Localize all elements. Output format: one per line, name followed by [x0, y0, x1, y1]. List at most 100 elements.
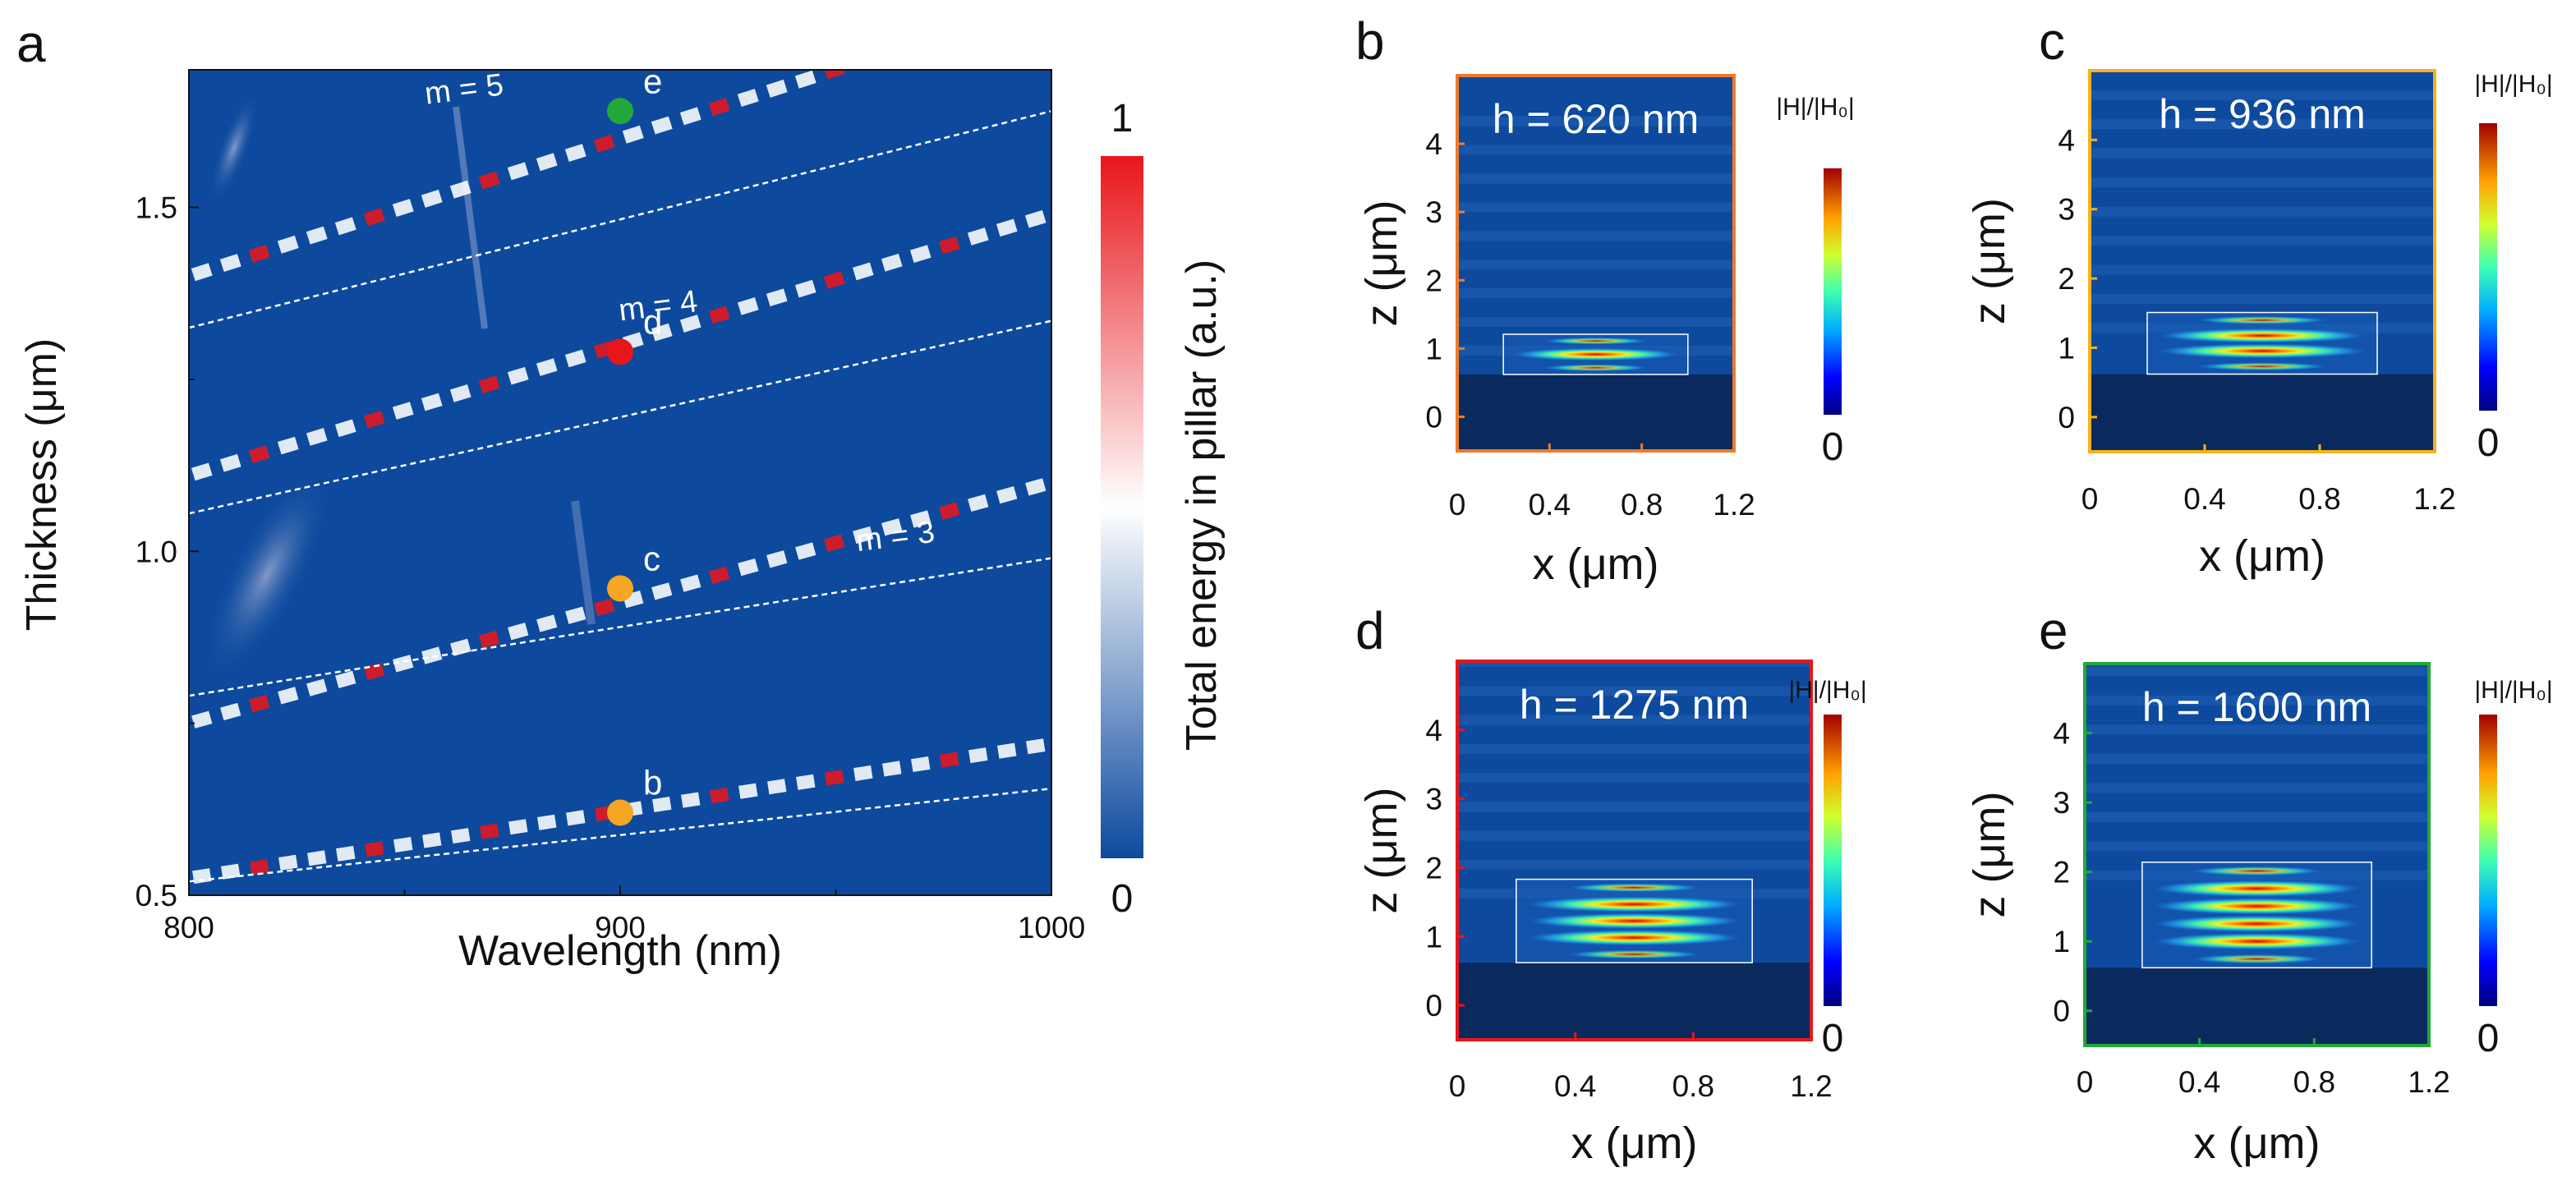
panel-letter-d: d	[1355, 601, 1385, 660]
mode-line-segment	[996, 486, 1018, 504]
field-fringe	[1457, 202, 1734, 213]
mode-line-segment	[737, 89, 759, 108]
y-tick-label: 2	[1425, 264, 1442, 297]
field-antinode	[1563, 949, 1705, 959]
mode-line-segment	[277, 436, 299, 455]
field-fringe	[2085, 783, 2429, 793]
mode-line-segment	[651, 582, 673, 600]
mode-line-segment	[997, 742, 1017, 759]
mode-line-segment	[537, 814, 557, 830]
field-fringe	[2090, 177, 2435, 188]
field-fringe	[1457, 260, 1734, 270]
pillar-outline	[2141, 862, 2372, 969]
colorbar-min-label: 0	[2477, 1017, 2500, 1060]
field-fringe	[1457, 116, 1734, 126]
mode-line-segment	[681, 792, 701, 808]
y-tick-label: 4	[1425, 714, 1442, 747]
mode-line-segment	[191, 462, 213, 481]
field-antinode	[1520, 912, 1748, 930]
mode-line-segment	[909, 245, 932, 263]
x-tick-label: 0	[2077, 1065, 2094, 1099]
colorbar-min-label: 0	[1822, 1017, 1844, 1060]
mode-line-segment	[796, 774, 816, 790]
operating-point-marker	[607, 98, 633, 125]
diffuse-mode-streak	[571, 500, 596, 625]
mode-line-segment	[421, 393, 443, 411]
y-tick-label: 4	[2058, 123, 2075, 157]
field-fringe	[2085, 666, 2429, 677]
mode-line-segment	[651, 116, 673, 135]
mode-line-segment	[738, 558, 759, 577]
panel-b-frame	[1456, 74, 1736, 453]
mode-line-segment	[766, 79, 788, 98]
x-tick-label: 0.8	[2293, 1065, 2335, 1099]
colorbar-min-label: 0	[1822, 425, 1844, 469]
mode-line-segment	[998, 12, 1015, 18]
operating-point-label: e	[643, 62, 662, 100]
mode-line-segment	[622, 125, 644, 144]
mode-line-segment	[508, 819, 528, 835]
field-map	[1457, 661, 1811, 1040]
field-antinode	[1540, 364, 1651, 372]
mode-line-segment	[248, 445, 270, 463]
mode-line-segment	[248, 244, 270, 263]
field-antinode	[1520, 929, 1748, 946]
x-tick-label: 0.8	[2298, 482, 2340, 516]
x-tick-label: 800	[163, 911, 214, 945]
field-fringe	[1457, 859, 1811, 870]
mode-line-segment	[651, 323, 673, 342]
mode-line-segment	[910, 510, 932, 528]
mode-line-segment	[277, 235, 299, 254]
mode-line-segment	[507, 162, 529, 181]
y-tick-label: 1	[1425, 332, 1442, 365]
mode-line-segment	[967, 228, 989, 246]
panel-e: e h = 1600 nm 0 0.4 0.8 1.2 0 1 2 3 4 x (μm) z (μm) |…	[1965, 601, 2553, 1168]
mode-line-segment	[795, 542, 816, 560]
field-fringe	[1457, 173, 1734, 184]
y-tick-label: 1.5	[136, 191, 177, 225]
mode-line-segment	[912, 40, 929, 46]
mode-line-segment	[1026, 738, 1046, 755]
field-fringe	[2085, 841, 2429, 852]
y-tick-label: 1	[1425, 920, 1442, 954]
substrate-region	[1457, 963, 1811, 1040]
operating-point-label: b	[643, 764, 662, 802]
panel-d: d h = 1275 nm 0 0.4 0.8 1.2 0 1 2 3 4 x (μm) z (μm) |…	[1355, 601, 1867, 1168]
mode-line-segment	[968, 747, 988, 764]
y-tick-label: 3	[1425, 783, 1442, 816]
mode-line-segment	[392, 402, 414, 420]
field-map	[1457, 116, 1734, 451]
panel-a-ylabel: Thickness (μm)	[18, 338, 66, 631]
mode-line-segment	[767, 779, 787, 795]
mode-line-segment	[365, 841, 384, 857]
field-fringe	[2090, 264, 2435, 275]
mode-line-segment	[191, 263, 213, 282]
field-fringe	[2085, 753, 2429, 764]
mode-line-segment	[709, 566, 730, 584]
diffuse-mode-blob	[204, 471, 330, 678]
mode-line-segment	[853, 526, 874, 545]
x-tick-label: 0	[1449, 488, 1466, 522]
mode-line-segment	[939, 502, 960, 520]
y-tick-label: 4	[1425, 127, 1442, 161]
cutoff-dashed-line	[189, 110, 1051, 329]
field-fringe	[1457, 686, 1811, 696]
mode-line-segment	[364, 662, 385, 681]
mode-line-segment	[249, 695, 270, 713]
panel-b: b h = 620 nm 0 0.4 0.8 1.2 0 1 2 3 4 x (μm) z (μm) |H…	[1355, 11, 1855, 589]
cutoff-dashed-line	[189, 787, 1051, 883]
colorbar-min-label: 0	[1111, 877, 1134, 921]
mode-line-segment	[565, 606, 586, 624]
field-antinode	[1563, 883, 1705, 893]
field-fringe	[1457, 743, 1811, 754]
mode-line-segment	[738, 783, 758, 799]
operating-point-marker	[607, 338, 633, 365]
mode-line-segment	[451, 828, 471, 844]
field-colorbar	[2479, 123, 2497, 411]
field-fringe	[1457, 802, 1811, 812]
y-tick-label: 2	[2053, 856, 2070, 889]
y-axis-title: z (μm)	[1965, 791, 2014, 917]
mode-line-segment	[536, 614, 558, 632]
operating-point-marker	[607, 799, 633, 826]
x-tick-label: 1.2	[1713, 488, 1755, 522]
